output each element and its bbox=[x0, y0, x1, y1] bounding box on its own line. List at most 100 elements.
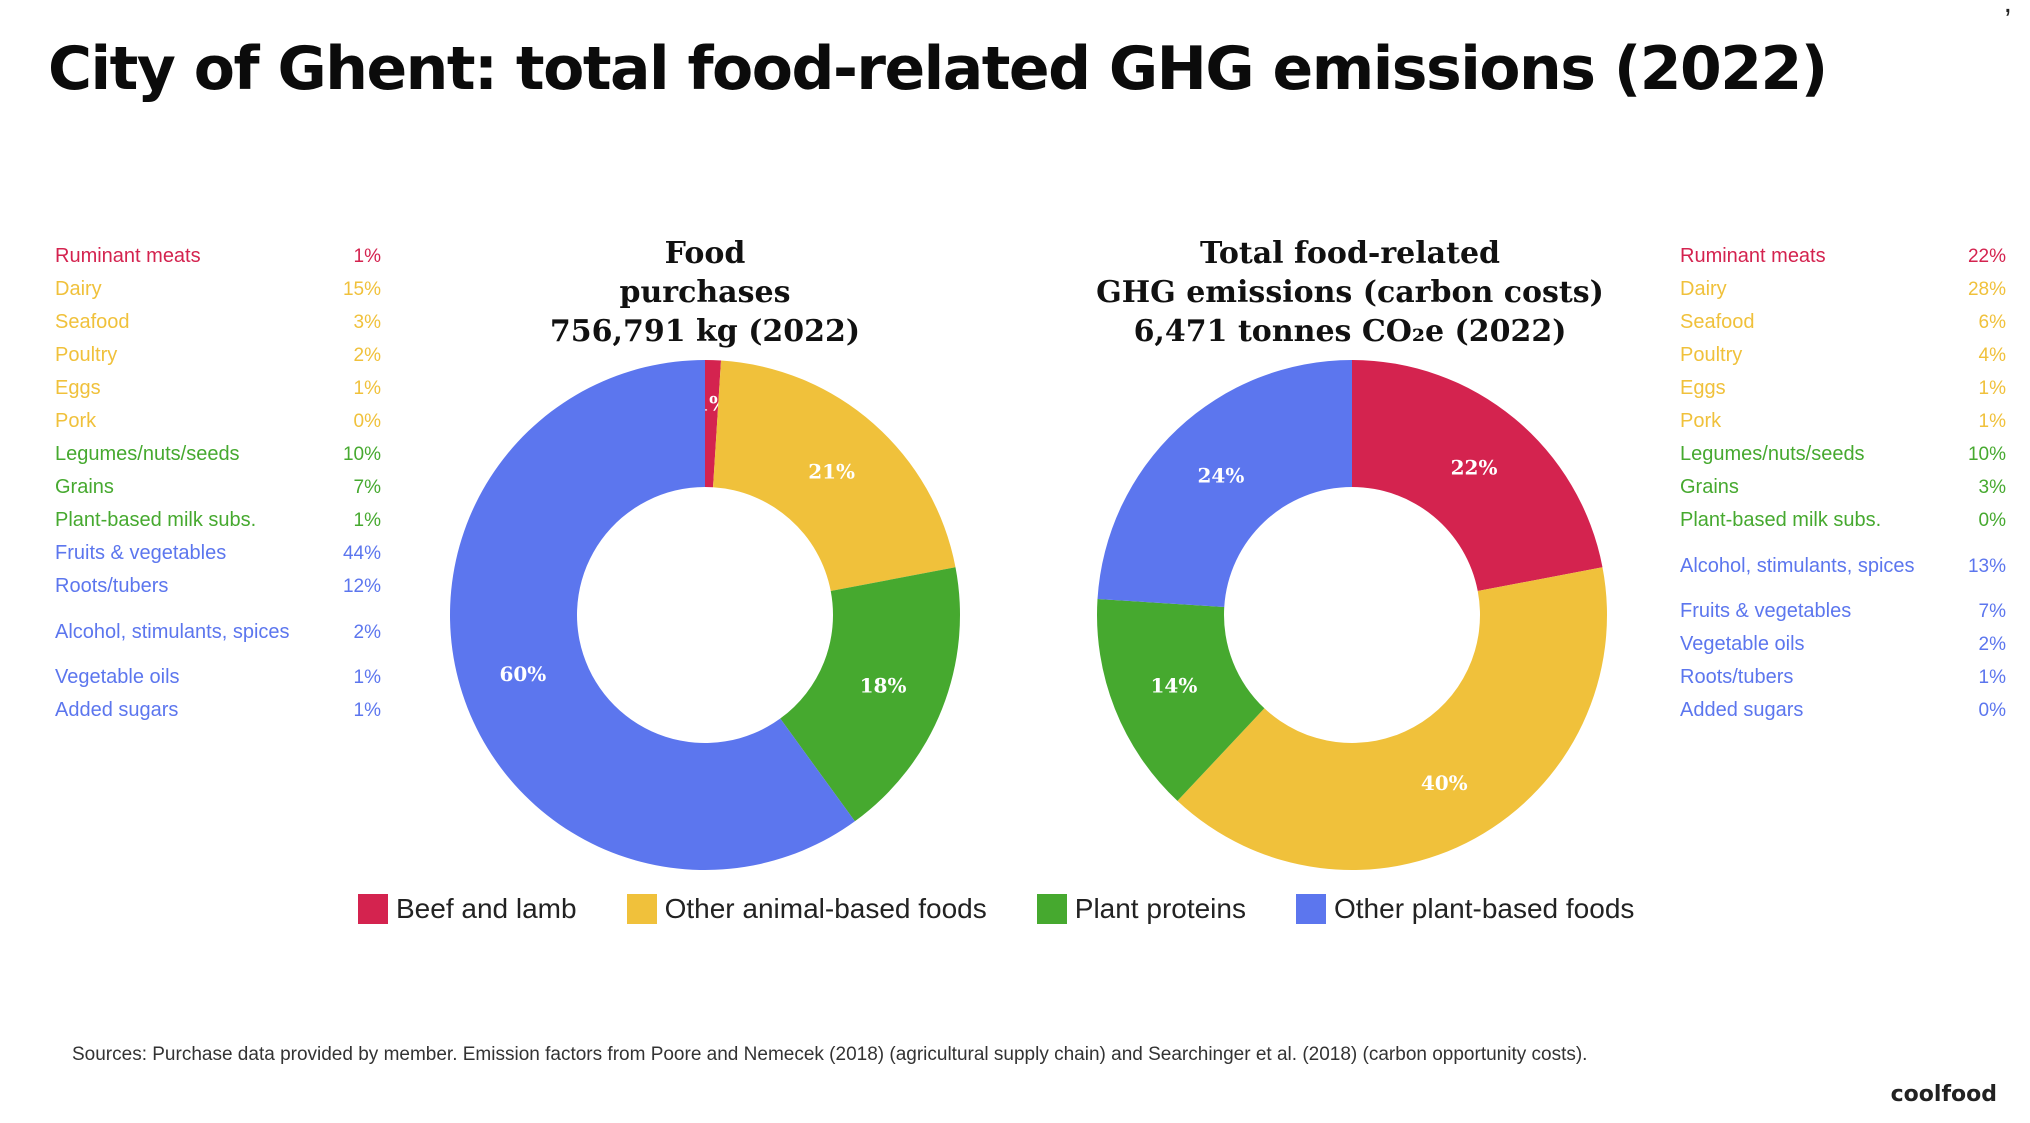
category-row: Legumes/nuts/seeds 10% bbox=[55, 438, 381, 471]
category-row: Plant-based milk subs. 0% bbox=[1680, 504, 2006, 537]
category-label: Fruits & vegetables bbox=[55, 542, 227, 564]
category-percent: 1% bbox=[353, 378, 381, 399]
donut-slice bbox=[1177, 567, 1608, 871]
chart-legend: Beef and lamb Other animal-based foods Pla… bbox=[358, 893, 1684, 925]
category-percent: 1% bbox=[1978, 411, 2006, 432]
category-row: Seafood 3% bbox=[55, 306, 381, 339]
category-label: Eggs bbox=[55, 377, 101, 399]
category-label: Seafood bbox=[1680, 311, 1755, 333]
donut-slice bbox=[713, 360, 956, 592]
category-row: Roots/tubers 1% bbox=[1680, 661, 2006, 694]
legend-item: Plant proteins bbox=[1036, 893, 1246, 925]
category-row: Ruminant meats 22% bbox=[1680, 240, 2006, 273]
category-percent: 1% bbox=[353, 246, 381, 267]
category-label: Fruits & vegetables bbox=[1680, 600, 1852, 622]
legend-swatch bbox=[358, 894, 388, 924]
category-label: Vegetable oils bbox=[1680, 633, 1805, 655]
slice-label: 21% bbox=[808, 459, 855, 483]
category-percent: 28% bbox=[1967, 279, 2006, 300]
category-label: Added sugars bbox=[1680, 699, 1804, 721]
category-row: Pork 1% bbox=[1680, 405, 2006, 438]
category-row: Vegetable oils 1% bbox=[55, 661, 381, 694]
category-label: Legumes/nuts/seeds bbox=[55, 443, 240, 465]
category-percent: 10% bbox=[1967, 444, 2006, 465]
category-row: Vegetable oils 2% bbox=[1680, 628, 2006, 661]
category-label: Poultry bbox=[1680, 344, 1743, 366]
category-percent: 3% bbox=[353, 312, 381, 333]
chart-title-line: 6,471 tonnes CO₂e (2022) bbox=[1133, 314, 1567, 349]
category-row: Seafood 6% bbox=[1680, 306, 2006, 339]
category-percent: 12% bbox=[342, 576, 381, 597]
slice-label: 14% bbox=[1151, 673, 1198, 697]
chart-title-line: Food bbox=[664, 236, 746, 271]
category-percent: 7% bbox=[1978, 601, 2006, 622]
category-percent: 0% bbox=[1978, 510, 2006, 531]
donut-slice bbox=[1097, 360, 1352, 607]
category-row: Roots/tubers 12% bbox=[55, 570, 381, 603]
category-label: Plant-based milk subs. bbox=[1680, 509, 1882, 531]
category-label: Dairy bbox=[55, 278, 102, 300]
category-label: Vegetable oils bbox=[55, 666, 180, 688]
category-percent: 7% bbox=[353, 477, 381, 498]
category-row: Legumes/nuts/seeds 10% bbox=[1680, 438, 2006, 471]
ghg-emissions-chart-title: Total food-related GHG emissions (carbon… bbox=[1080, 234, 1620, 351]
category-row: Added sugars 1% bbox=[55, 694, 381, 727]
category-row: Alcohol, stimulants, spices 13% bbox=[1680, 537, 2006, 595]
category-percent: 15% bbox=[342, 279, 381, 300]
category-label: Legumes/nuts/seeds bbox=[1680, 443, 1865, 465]
category-row: Fruits & vegetables 7% bbox=[1680, 595, 2006, 628]
category-row: Alcohol, stimulants, spices 2% bbox=[55, 603, 381, 661]
slice-label: 60% bbox=[499, 662, 546, 686]
category-label: Dairy bbox=[1680, 278, 1727, 300]
legend-swatch bbox=[1036, 894, 1067, 924]
category-label: Eggs bbox=[1680, 377, 1726, 399]
donut-slice bbox=[780, 567, 960, 822]
category-label: Alcohol, stimulants, spices bbox=[55, 620, 290, 643]
category-percent: 6% bbox=[1978, 312, 2006, 333]
category-percent: 2% bbox=[353, 345, 381, 366]
category-row: Dairy 28% bbox=[1680, 273, 2006, 306]
chart-title-line: GHG emissions (carbon costs) bbox=[1096, 275, 1604, 310]
category-label: Poultry bbox=[55, 344, 118, 366]
donut-slice bbox=[450, 359, 855, 870]
category-label: Added sugars bbox=[55, 699, 179, 721]
category-row: Dairy 15% bbox=[55, 273, 381, 306]
category-percent: 3% bbox=[1978, 477, 2006, 498]
category-percent: 44% bbox=[342, 543, 381, 564]
chart-title-line: purchases bbox=[619, 275, 791, 310]
category-label: Alcohol, stimulants, spices bbox=[1680, 554, 1915, 577]
corner-mark: , bbox=[2003, 0, 2012, 19]
legend-swatch bbox=[1295, 894, 1326, 924]
category-row: Ruminant meats 1% bbox=[55, 240, 381, 273]
legend-label: Plant proteins bbox=[1074, 893, 1246, 924]
slice-label: 18% bbox=[860, 673, 907, 697]
right-category-list: Ruminant meats 22% Dairy 28% Seafood 6% Poultr… bbox=[1680, 240, 2006, 727]
category-label: Seafood bbox=[55, 311, 130, 333]
category-label: Grains bbox=[55, 476, 114, 498]
donut-slice bbox=[1097, 598, 1265, 801]
category-percent: 2% bbox=[1978, 634, 2006, 655]
slice-label: 40% bbox=[1421, 771, 1468, 795]
donut-slice bbox=[705, 360, 722, 488]
category-percent: 2% bbox=[353, 621, 381, 643]
category-label: Pork bbox=[1680, 410, 1722, 432]
legend-item: Other animal-based foods bbox=[626, 893, 987, 925]
legend-swatch bbox=[626, 894, 657, 924]
category-label: Roots/tubers bbox=[1680, 666, 1794, 688]
legend-label: Other plant-based foods bbox=[1333, 893, 1635, 924]
category-label: Grains bbox=[1680, 476, 1739, 498]
chart-title-line: Total food-related bbox=[1199, 236, 1501, 271]
category-label: Ruminant meats bbox=[1680, 245, 1826, 267]
category-row: Poultry 4% bbox=[1680, 339, 2006, 372]
category-row: Eggs 1% bbox=[1680, 372, 2006, 405]
chart-title-line: 756,791 kg (2022) bbox=[549, 314, 861, 349]
category-row: Eggs 1% bbox=[55, 372, 381, 405]
category-row: Added sugars 0% bbox=[1680, 694, 2006, 727]
food-purchases-chart-title: Food purchases 756,791 kg (2022) bbox=[505, 234, 905, 351]
category-percent: 0% bbox=[1978, 700, 2006, 721]
category-percent: 1% bbox=[1978, 378, 2006, 399]
donut-slice bbox=[1352, 360, 1603, 592]
category-percent: 4% bbox=[1978, 345, 2006, 366]
category-percent: 0% bbox=[353, 411, 381, 432]
